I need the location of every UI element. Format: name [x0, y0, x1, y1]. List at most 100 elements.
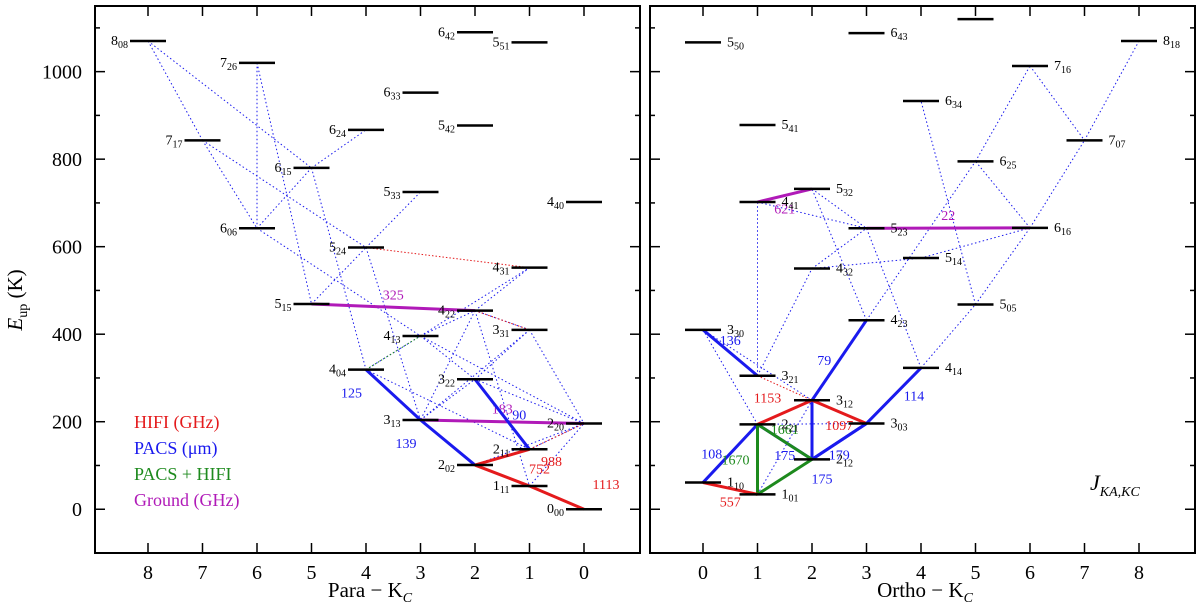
level-label-base: 5: [836, 182, 843, 197]
level-label-base: 7: [166, 133, 173, 148]
allowed-transition-link: [920, 227, 1031, 259]
allowed-transition-link: [702, 329, 813, 401]
level-label-624: 624: [329, 123, 346, 140]
level-label-base: 6: [945, 94, 952, 109]
level-label-sub: 32: [843, 268, 853, 279]
ortho-x-tick-label: 6: [1025, 562, 1035, 584]
level-label-642: 642: [438, 25, 455, 42]
legend: HIFI (GHz) PACS (μm) PACS + HIFI Ground …: [134, 412, 239, 511]
level-label-542: 542: [438, 118, 455, 135]
y-tick-label: 200: [52, 412, 82, 434]
allowed-transition-link: [529, 423, 585, 487]
level-label-sub: 50: [734, 41, 744, 52]
transition-330-321: [702, 328, 759, 377]
level-label-base: 3: [384, 413, 391, 428]
transition-202-111: [474, 463, 531, 488]
level-label-sub: 05: [1007, 303, 1017, 314]
level-label-532: 532: [836, 182, 853, 199]
level-label-432: 432: [836, 262, 853, 279]
level-label-111: 111: [493, 479, 510, 496]
allowed-transition-link: [256, 227, 421, 337]
quantum-number-note: JKA,KC: [1090, 470, 1140, 500]
level-label-sub: 26: [227, 62, 237, 73]
level-label-423: 423: [891, 313, 908, 330]
level-label-sub: 31: [500, 329, 510, 340]
transition-label-202-111: 988: [541, 455, 562, 470]
level-label-base: 6: [891, 26, 898, 41]
para-x-tick-label: 6: [252, 562, 262, 584]
legend-item-pacs: PACS (μm): [134, 438, 218, 459]
level-label-sub: 23: [898, 319, 908, 330]
y-axis-title-sub: up: [16, 304, 31, 318]
allowed-transition-link: [474, 423, 585, 466]
allowed-transition-link: [1029, 140, 1085, 229]
transition-221-212: [756, 423, 813, 461]
level-label-441: 441: [782, 195, 799, 212]
transition-label-303-414: 114: [904, 390, 924, 405]
para-x-tick-label: 3: [416, 562, 426, 584]
para-x-tick-label: 2: [470, 562, 480, 584]
transition-label-312-423: 79: [817, 354, 831, 369]
level-label-sub: 42: [445, 31, 455, 42]
allowed-transition-link: [975, 65, 1031, 162]
allowed-transition-link: [529, 329, 585, 424]
level-label-sub: 41: [789, 201, 799, 212]
level-label-base: 5: [727, 35, 734, 50]
y-tick-label: 800: [52, 149, 82, 171]
allowed-transition-link: [474, 329, 530, 380]
level-label-808: 808: [111, 34, 128, 51]
level-label-base: 2: [493, 442, 500, 457]
allowed-transition-link: [202, 139, 367, 248]
y-axis-title: Eup (K): [3, 269, 31, 331]
allowed-transition-link: [975, 227, 1031, 305]
y-tick-label: 1000: [42, 62, 82, 84]
allowed-transition-link: [365, 191, 421, 248]
level-label-616: 616: [1054, 221, 1071, 238]
level-label-550: 550: [727, 35, 744, 52]
ortho-x-tick-label: 4: [916, 562, 926, 584]
level-label-sub: 07: [1116, 139, 1126, 150]
allowed-transition-link: [420, 267, 530, 337]
transition-322-211: [473, 378, 531, 451]
level-label-sub: 00: [554, 508, 564, 519]
level-label-base: 4: [891, 313, 898, 328]
level-label-base: 6: [220, 221, 227, 236]
transition-label-221-212: 1661: [771, 423, 799, 438]
level-label-sub: 11: [500, 485, 510, 496]
allowed-transition-link: [1029, 65, 1085, 141]
level-label-sub: 18: [1170, 40, 1180, 51]
level-label-717: 717: [166, 133, 183, 150]
level-label-431: 431: [493, 261, 510, 278]
transition-label-523-616: 22: [941, 209, 955, 224]
level-label-base: 5: [329, 241, 336, 256]
level-label-base: 5: [493, 35, 500, 50]
level-label-818: 818: [1163, 34, 1180, 51]
para-x-axis-title: Para − KC: [328, 578, 413, 606]
level-label-414: 414: [945, 361, 962, 378]
quantum-number-note-main: J: [1090, 470, 1101, 495]
level-label-base: 4: [945, 361, 952, 376]
transition-441-532: [757, 187, 813, 204]
ortho-x-tick-label: 3: [862, 562, 872, 584]
para-x-axis-title-main: Para − K: [328, 578, 403, 602]
transition-label-441-532: 621: [774, 202, 795, 217]
level-label-base: 4: [782, 195, 789, 210]
level-label-base: 1: [782, 487, 789, 502]
transition-label-110-221: 108: [701, 447, 722, 462]
level-label-sub: 14: [952, 257, 962, 268]
level-label-sub: 13: [391, 419, 401, 430]
level-label-331: 331: [493, 323, 510, 340]
transition-312-423: [810, 319, 868, 402]
allowed-transition-link: [866, 228, 922, 369]
allowed-transition-link: [311, 129, 367, 169]
level-label-643: 643: [891, 26, 908, 43]
y-axis-title-main: E: [3, 318, 27, 332]
level-label-sub: 10: [734, 482, 744, 493]
level-label-base: 4: [547, 195, 554, 210]
allowed-transition-link: [757, 268, 813, 376]
level-label-523: 523: [891, 221, 908, 238]
ortho-x-axis-title-main: Ortho − K: [877, 578, 964, 602]
allowed-transition-link: [420, 335, 476, 380]
level-label-base: 2: [438, 458, 445, 473]
